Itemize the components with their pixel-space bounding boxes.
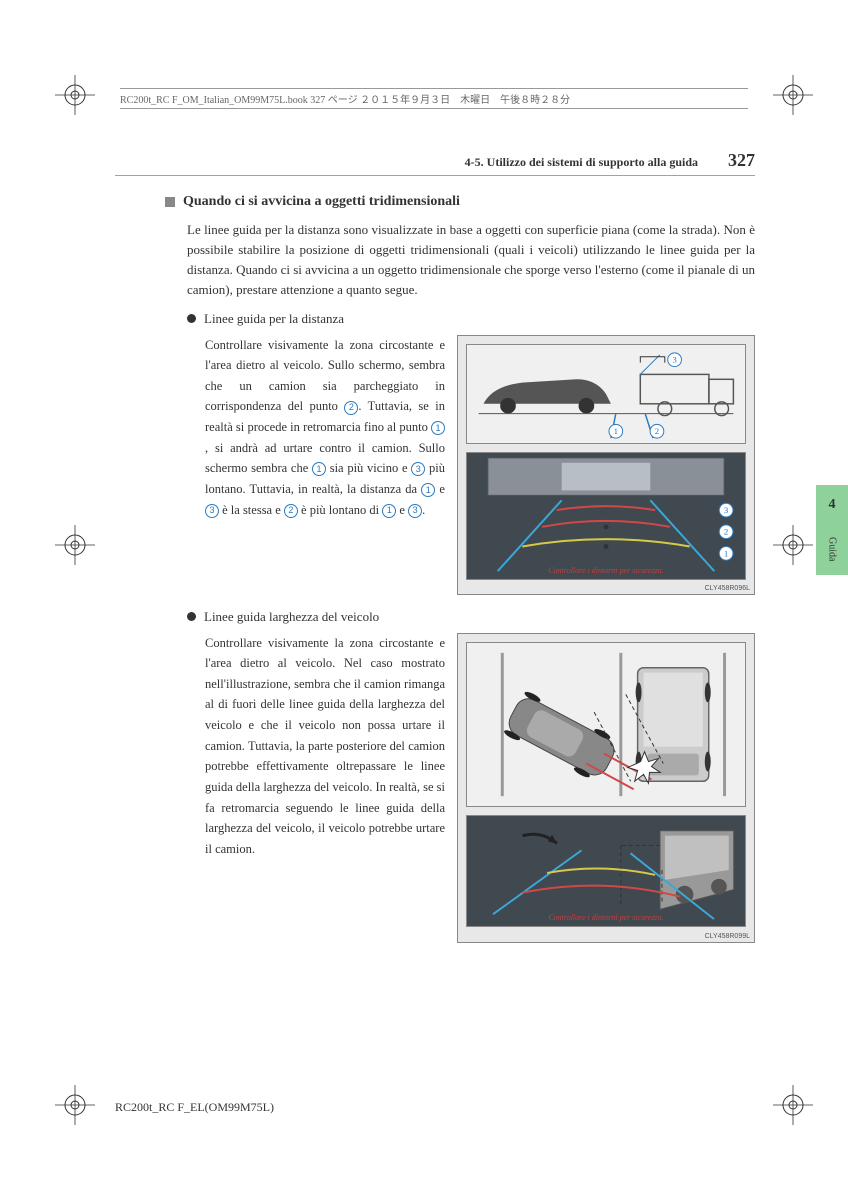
figure-1: 1 2 3 (457, 335, 755, 595)
crop-mark (50, 70, 100, 120)
svg-text:1: 1 (614, 426, 618, 436)
chapter-tab: 4 Guida (816, 485, 848, 575)
bullet-1-title: Linee guida per la distanza (204, 311, 344, 327)
figure-2: Controllare i dintorni per sicurezza. CL… (457, 633, 755, 943)
print-header: RC200t_RC F_OM_Italian_OM99M75L.book 327… (120, 88, 748, 109)
square-bullet-icon (165, 197, 175, 207)
crop-mark (50, 520, 100, 570)
svg-text:3: 3 (724, 505, 729, 515)
subsection-heading: Quando ci si avvicina a oggetti tridimen… (165, 194, 755, 210)
chapter-number: 4 (829, 497, 836, 513)
crop-mark (768, 520, 818, 570)
svg-text:2: 2 (724, 526, 728, 536)
crop-mark (768, 1080, 818, 1130)
figure-2-caption: Controllare i dintorni per sicurezza. (467, 913, 745, 922)
footer-code: RC200t_RC F_EL(OM99M75L) (115, 1100, 274, 1115)
bullet-heading-1: Linee guida per la distanza (187, 311, 755, 327)
bullet-1-text: Controllare visivamente la zona circosta… (205, 335, 445, 595)
svg-text:2: 2 (655, 426, 659, 436)
subsection-title: Quando ci si avvicina a oggetti tridimen… (183, 194, 460, 210)
round-bullet-icon (187, 612, 196, 621)
svg-text:1: 1 (724, 548, 728, 558)
round-bullet-icon (187, 314, 196, 323)
chapter-label: Guida (827, 537, 838, 561)
page-number: 327 (728, 150, 755, 171)
crop-mark (50, 1080, 100, 1130)
intro-paragraph: Le linee guida per la distanza sono visu… (187, 220, 755, 301)
bullet-2-title: Linee guida larghezza del veicolo (204, 609, 379, 625)
figure-2-code: CLY458R099L (705, 933, 750, 940)
figure-1-caption: Controllare i dintorni per sicurezza. (467, 566, 745, 575)
section-header: 4-5. Utilizzo dei sistemi di supporto al… (115, 150, 755, 176)
figure-1-code: CLY458R096L (705, 585, 750, 592)
bullet-heading-2: Linee guida larghezza del veicolo (187, 609, 755, 625)
section-title: 4-5. Utilizzo dei sistemi di supporto al… (465, 155, 698, 170)
svg-text:3: 3 (672, 354, 677, 364)
bullet-2-text: Controllare visivamente la zona circosta… (205, 633, 445, 943)
crop-mark (768, 70, 818, 120)
